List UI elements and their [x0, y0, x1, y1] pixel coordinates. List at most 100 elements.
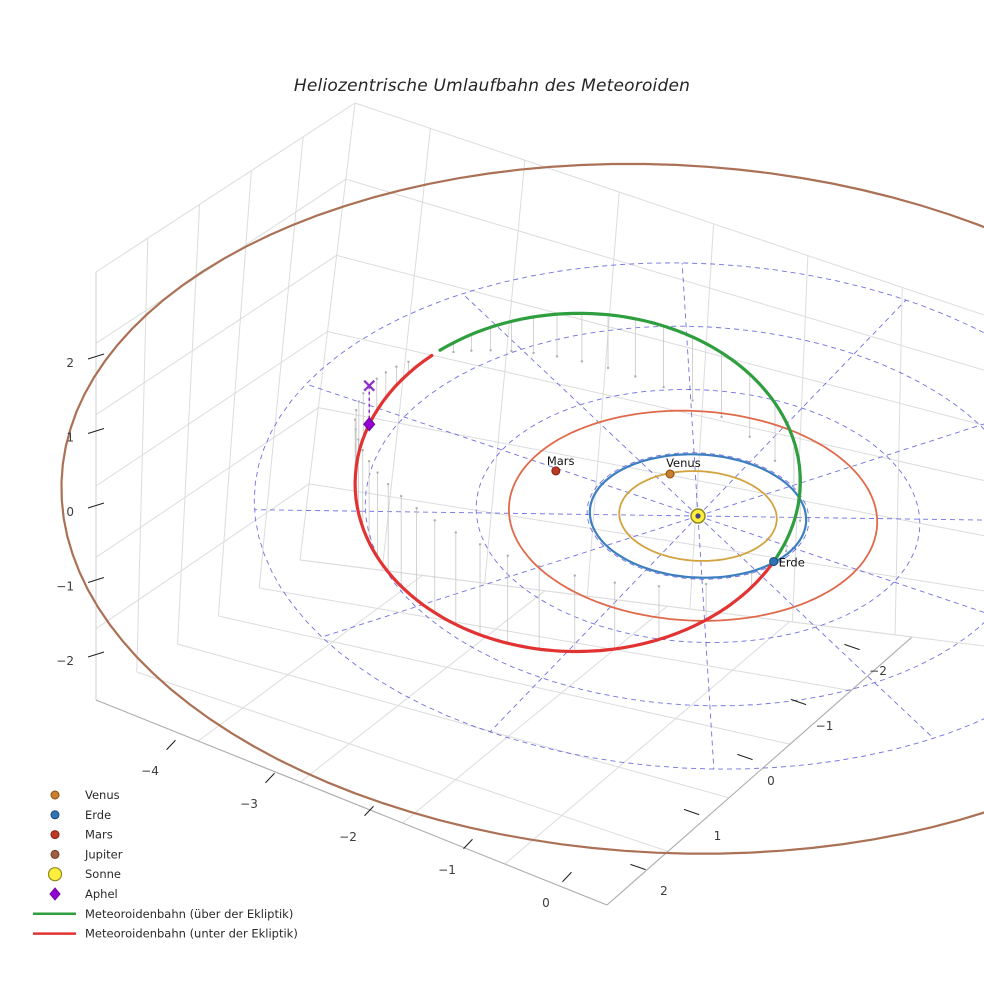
planet-label-erde: Erde: [779, 556, 805, 570]
stem-dot: [613, 581, 616, 584]
legend-label-6: Meteoroidenbahn (über der Ekliptik): [85, 907, 293, 921]
orbit-jupiter: [60, 162, 984, 855]
z-tick-mark: [87, 576, 105, 584]
stem-dot: [489, 349, 492, 352]
stem-dot: [704, 582, 708, 586]
grid-line: [345, 178, 984, 371]
grid-line: [259, 587, 852, 692]
z-tick-label: 1: [66, 431, 74, 445]
legend-marker-0: [50, 790, 60, 800]
aphel-projection-x: [363, 379, 376, 392]
planet-erde: [769, 557, 779, 567]
x-tick-label: −2: [339, 830, 357, 844]
stem-dot: [357, 400, 361, 403]
stem-dot: [470, 349, 473, 352]
grid-line: [336, 254, 984, 426]
z-tick-mark: [87, 353, 105, 360]
y-tick-label: −2: [869, 664, 887, 678]
grid-line: [136, 671, 669, 852]
orbit-venus: [618, 470, 778, 562]
polar-grid-radial: [697, 423, 984, 517]
polar-grid-radial: [697, 515, 984, 521]
legend-label-3: Jupiter: [84, 847, 123, 861]
stem-dot: [367, 459, 371, 463]
legend-marker-4: [47, 867, 63, 882]
legend-marker-2: [50, 830, 60, 840]
x-axis-line: [95, 699, 608, 906]
stem-dot: [634, 375, 637, 378]
stem-dot: [606, 366, 610, 370]
stem-dot: [454, 531, 458, 534]
y-tick-mark: [790, 698, 807, 706]
stem-dot: [384, 371, 388, 374]
x-tick-mark: [463, 838, 473, 850]
stem-dot: [720, 415, 723, 419]
polar-grid-radial: [254, 509, 699, 517]
z-tick-mark: [87, 427, 105, 435]
stem-dot: [555, 355, 559, 358]
polar-grid-radial: [697, 515, 715, 770]
stem-dot: [387, 483, 390, 486]
z-tick-label: 2: [66, 356, 74, 370]
x-tick-mark: [364, 805, 374, 817]
grid-line: [218, 615, 791, 745]
grid-line: [299, 559, 913, 638]
z-tick-label: −1: [56, 580, 74, 594]
grid-line: [309, 483, 984, 592]
grid-line: [177, 643, 730, 799]
stem-dot: [433, 519, 436, 522]
stem-dot: [399, 494, 403, 498]
orbit-erde: [588, 453, 808, 579]
legend-marker-3: [50, 849, 60, 859]
stem-dot: [662, 386, 665, 389]
plot-title: Heliozentrische Umlaufbahn des Meteoroid…: [293, 76, 691, 96]
legend-label-2: Mars: [85, 828, 113, 842]
grid-line: [197, 574, 423, 742]
polar-grid-circle: [364, 325, 984, 707]
stem-dot: [532, 351, 535, 355]
grid-line: [327, 331, 984, 481]
planet-mars: [551, 466, 561, 476]
stem-dot: [361, 448, 364, 452]
x-tick-mark: [562, 871, 572, 883]
stem-dot: [798, 519, 802, 522]
x-tick-label: −1: [438, 863, 456, 877]
y-tick-label: 1: [714, 829, 722, 843]
grid-line: [95, 254, 337, 416]
legend-label-1: Erde: [85, 808, 111, 822]
polar-grid-radial: [321, 515, 699, 638]
legend-marker-1: [50, 810, 60, 820]
stem-dot: [510, 349, 513, 353]
polar-grid-radial: [489, 515, 699, 733]
y-tick-mark: [630, 863, 646, 871]
legend-label-5: Aphel: [85, 887, 118, 901]
planet-label-venus: Venus: [666, 456, 701, 470]
x-tick-mark: [166, 739, 176, 751]
y-tick-mark: [737, 753, 753, 761]
sun-core: [695, 513, 701, 519]
stem-dot: [375, 377, 378, 380]
y-tick-label: 2: [660, 884, 668, 898]
planet-venus: [665, 469, 675, 479]
x-tick-mark: [265, 772, 275, 784]
polar-grid-radial: [697, 299, 907, 517]
y-tick-label: −1: [816, 719, 834, 733]
y-axis-line: [606, 636, 913, 906]
polar-grid-radial: [305, 383, 699, 517]
stem-dot: [580, 360, 584, 363]
grid-line: [300, 590, 546, 783]
y-tick-mark: [683, 808, 700, 816]
z-tick-mark: [87, 502, 105, 509]
z-tick-mark: [87, 651, 105, 658]
stem-dot: [353, 418, 357, 421]
polar-grid-circle: [253, 262, 984, 770]
stem-dot: [407, 360, 410, 364]
grid-line: [95, 102, 356, 273]
stem-dot: [573, 574, 576, 577]
aphel-marker: [363, 416, 376, 432]
stem-dot: [773, 459, 777, 462]
grid-line: [95, 331, 328, 487]
stem-dot: [784, 549, 788, 553]
